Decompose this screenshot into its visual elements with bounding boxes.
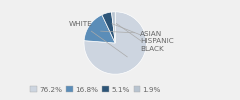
Text: WHITE: WHITE — [69, 21, 127, 57]
Text: HISPANIC: HISPANIC — [112, 24, 174, 44]
Wedge shape — [112, 12, 115, 43]
Wedge shape — [84, 15, 115, 43]
Wedge shape — [84, 12, 146, 74]
Text: BLACK: BLACK — [116, 23, 164, 52]
Wedge shape — [102, 12, 115, 43]
Text: ASIAN: ASIAN — [101, 31, 162, 37]
Legend: 76.2%, 16.8%, 5.1%, 1.9%: 76.2%, 16.8%, 5.1%, 1.9% — [28, 83, 164, 95]
